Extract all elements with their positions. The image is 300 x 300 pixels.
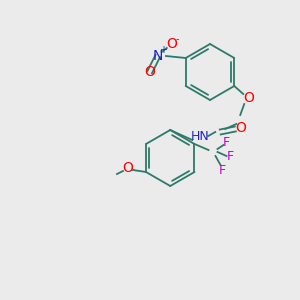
Text: O: O: [235, 121, 246, 135]
Text: O: O: [166, 37, 177, 51]
Text: -: -: [176, 34, 179, 44]
Text: O: O: [243, 91, 254, 105]
Text: O: O: [123, 161, 134, 175]
Text: HN: HN: [191, 130, 210, 142]
Text: F: F: [219, 164, 226, 176]
Text: +: +: [159, 45, 167, 55]
Text: O: O: [144, 65, 155, 79]
Text: F: F: [227, 151, 234, 164]
Text: N: N: [153, 49, 163, 63]
Text: F: F: [223, 136, 230, 148]
